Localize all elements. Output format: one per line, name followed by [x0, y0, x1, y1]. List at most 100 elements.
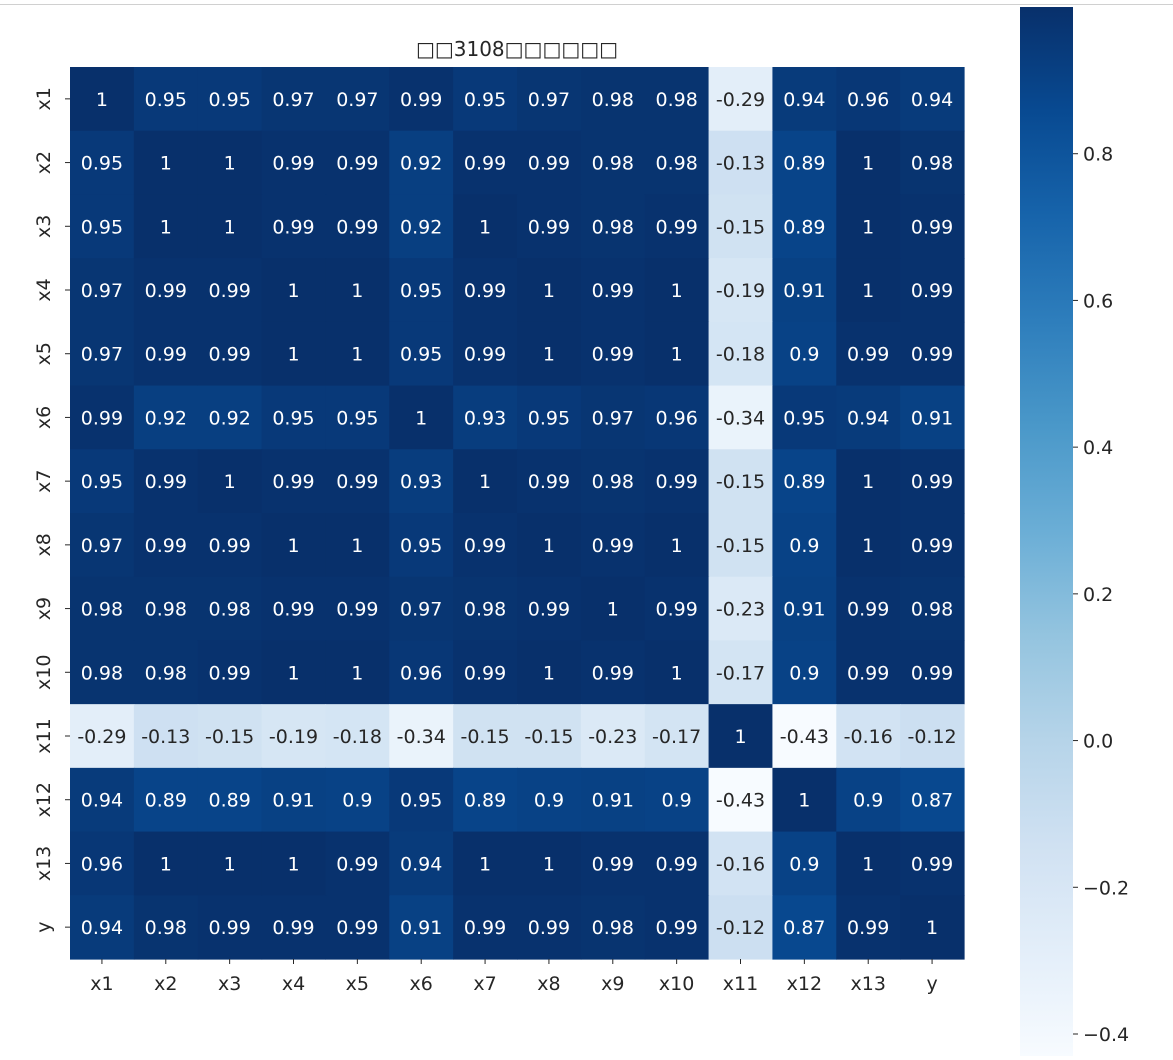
cell-value-label: 0.9	[789, 535, 819, 557]
cell-value-label: 0.99	[528, 216, 570, 238]
cell-value-label: 0.99	[272, 216, 314, 238]
heatmap-cell	[772, 258, 837, 323]
heatmap-cell	[772, 704, 837, 769]
cell-value-label: 1	[926, 917, 938, 939]
cell-value-label: 0.99	[464, 535, 506, 557]
cell-value-label: 1	[479, 216, 491, 238]
cell-value-label: 0.93	[464, 407, 506, 429]
heatmap-cell	[453, 385, 518, 450]
cell-value-label: 0.99	[145, 471, 187, 493]
heatmap-cell	[389, 895, 454, 960]
cell-value-label: 0.98	[208, 599, 250, 621]
heatmap-cell	[836, 513, 901, 578]
cell-value-label: -0.13	[716, 153, 765, 175]
heatmap-cell	[708, 130, 774, 196]
heatmap-cell	[644, 67, 710, 132]
heatmap-cell	[261, 704, 327, 769]
heatmap-cell	[517, 767, 582, 833]
heatmap-cell	[836, 194, 901, 259]
heatmap-cell	[644, 704, 710, 769]
cell-value-label: 1	[287, 535, 299, 557]
cell-value-label: 0.97	[528, 89, 570, 111]
heatmap-cell	[644, 321, 710, 387]
cell-value-label: 1	[160, 853, 172, 875]
heatmap-cell	[389, 767, 454, 833]
cell-value-label: 1	[671, 535, 683, 557]
cell-value-label: 0.99	[272, 471, 314, 493]
cell-value-label: 1	[351, 662, 363, 684]
cell-value-label: 0.94	[847, 407, 889, 429]
colorbar-tick-label: −0.2	[1083, 877, 1129, 899]
heatmap-cell	[325, 449, 390, 514]
heatmap-cell	[389, 258, 454, 323]
cell-value-label: 0.91	[783, 599, 825, 621]
cell-value-label: 0.97	[272, 89, 314, 111]
x-tick-label: x6	[410, 973, 433, 995]
cell-value-label: -0.19	[269, 726, 318, 748]
heatmap-cell	[70, 321, 135, 387]
cell-value-label: 0.99	[592, 280, 634, 302]
cell-value-label: 1	[862, 853, 874, 875]
heatmap-cell	[453, 67, 518, 132]
cell-value-label: 0.99	[336, 917, 378, 939]
heatmap-cell	[70, 194, 135, 259]
cell-value-label: 0.99	[911, 535, 953, 557]
heatmap-cell	[261, 767, 327, 833]
heatmap-cell	[517, 576, 582, 642]
cell-value-label: 1	[862, 280, 874, 302]
heatmap-cell	[836, 704, 901, 769]
colorbar-gradient	[1020, 7, 1073, 1056]
cell-value-label: 0.99	[81, 407, 123, 429]
cell-value-label: -0.34	[397, 726, 446, 748]
heatmap-cell	[325, 194, 390, 259]
cell-value-label: 0.98	[145, 599, 187, 621]
cell-value-label: -0.18	[716, 344, 765, 366]
cell-value-label: 0.95	[400, 344, 442, 366]
cell-value-label: 0.91	[592, 790, 634, 812]
cell-value-label: -0.15	[716, 216, 765, 238]
y-tick-label: y	[33, 922, 55, 933]
heatmap-cell	[325, 321, 390, 387]
heatmap-cell	[325, 513, 390, 578]
heatmap-cell	[644, 258, 710, 323]
cell-value-label: 0.95	[464, 89, 506, 111]
cell-value-label: 0.96	[81, 853, 123, 875]
cell-value-label: 0.99	[208, 535, 250, 557]
cell-value-label: 1	[160, 153, 172, 175]
heatmap-cell	[708, 576, 774, 642]
cell-value-label: 0.99	[592, 344, 634, 366]
cell-value-label: 1	[351, 535, 363, 557]
cell-value-label: 0.99	[655, 216, 697, 238]
x-tick-label: x8	[537, 973, 560, 995]
heatmap-cell	[644, 449, 710, 514]
heatmap-cell	[900, 513, 965, 578]
heatmap-cell	[197, 895, 263, 960]
heatmap-cell	[70, 640, 135, 705]
cell-value-label: 0.87	[911, 790, 953, 812]
y-tick-label: x9	[33, 597, 55, 620]
cell-value-label: 0.98	[145, 662, 187, 684]
heatmap-cell	[453, 576, 518, 642]
y-tick-label: x10	[33, 655, 55, 690]
heatmap-cell	[70, 576, 135, 642]
cell-value-label: 1	[287, 662, 299, 684]
heatmap-cell	[900, 321, 965, 387]
heatmap-cell	[708, 258, 774, 323]
cell-value-label: 0.91	[783, 280, 825, 302]
cell-value-label: 0.99	[272, 599, 314, 621]
cell-value-label: 1	[543, 662, 555, 684]
heatmap-cell	[836, 831, 901, 896]
cell-value-label: 0.91	[272, 790, 314, 812]
heatmap-cell	[389, 831, 454, 896]
cell-value-label: 0.98	[655, 89, 697, 111]
heatmap-cell	[133, 321, 199, 387]
cell-value-label: 0.91	[400, 917, 442, 939]
cell-value-label: 0.89	[145, 790, 187, 812]
cell-value-label: 0.99	[528, 917, 570, 939]
cell-value-label: -0.23	[716, 599, 765, 621]
heatmap-cell	[325, 767, 390, 833]
cell-value-label: -0.18	[333, 726, 382, 748]
heatmap-cell	[580, 767, 646, 833]
cell-value-label: -0.15	[460, 726, 509, 748]
